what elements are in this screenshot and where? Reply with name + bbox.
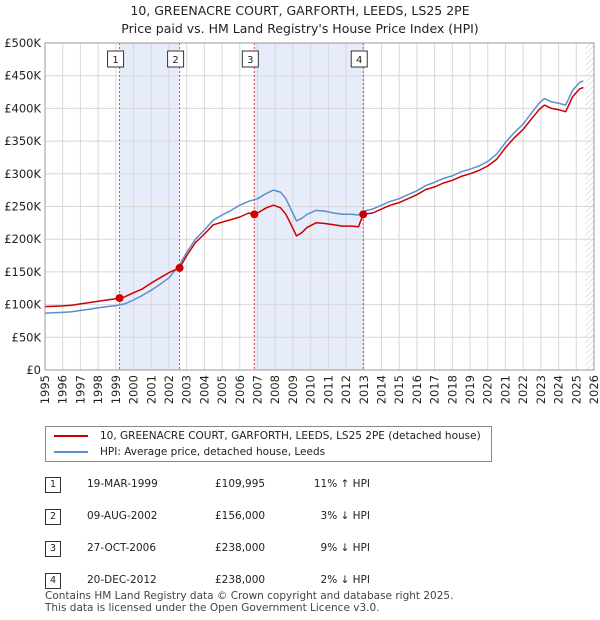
sale-row: 3 27-OCT-2006 £238,000 9% ↓ HPI [45, 541, 405, 561]
footer-attribution: Contains HM Land Registry data © Crown c… [45, 590, 453, 614]
y-tick-label: £300K [4, 167, 41, 181]
y-tick-label: £100K [4, 298, 41, 312]
hpi-series-line [44, 80, 584, 314]
x-tick-label: 2019 [463, 375, 477, 404]
sale-label-box [241, 50, 259, 68]
legend: 10, GREENACRE COURT, GARFORTH, LEEDS, LS… [45, 426, 492, 462]
x-tick-label: 2026 [587, 375, 600, 404]
sale-row: 4 20-DEC-2012 £238,000 2% ↓ HPI [45, 573, 405, 593]
sale-row: 2 09-AUG-2002 £156,000 3% ↓ HPI [45, 509, 405, 529]
x-tick-label: 2016 [410, 375, 424, 404]
sale-price: £238,000 [215, 574, 266, 586]
x-tick-label: 2018 [445, 375, 459, 404]
x-tick-label: 2017 [428, 375, 442, 404]
x-tick-label: 2010 [304, 375, 318, 404]
legend-label-property: 10, GREENACRE COURT, GARFORTH, LEEDS, LS… [100, 430, 481, 442]
sale-label-text: 3 [247, 55, 253, 66]
sale-hpi-diff: 3% ↓ HPI [320, 510, 370, 522]
x-tick-label: 2012 [339, 375, 353, 404]
x-tick-label: 1997 [73, 375, 87, 404]
x-tick-label: 2005 [215, 375, 229, 404]
sale-hpi-diff: 11% ↑ HPI [313, 478, 370, 490]
sale-date: 20-DEC-2012 [87, 574, 157, 586]
x-tick-label: 1995 [38, 375, 52, 404]
x-tick-label: 2024 [552, 375, 566, 404]
x-tick-label: 2015 [392, 375, 406, 404]
sale-label-text: 2 [172, 55, 178, 66]
y-tick-label: £0 [26, 363, 41, 377]
x-tick-label: 2003 [180, 375, 194, 404]
legend-swatch-property [54, 435, 88, 437]
x-tick-label: 2021 [498, 375, 512, 404]
footer-line-licence: This data is licensed under the Open Gov… [45, 602, 380, 614]
y-tick-label: £200K [4, 232, 41, 246]
plot-frame [44, 42, 595, 371]
y-tick-label: £450K [4, 69, 41, 83]
y-tick-label: £500K [4, 36, 41, 50]
y-tick-label: £400K [4, 101, 41, 115]
legend-swatch-hpi [54, 451, 88, 453]
x-tick-label: 2002 [162, 375, 176, 404]
sale-hpi-diff: 2% ↓ HPI [320, 574, 370, 586]
x-tick-label: 1996 [56, 375, 70, 404]
chart-title: 10, GREENACRE COURT, GARFORTH, LEEDS, LS… [130, 3, 470, 18]
legend-item-hpi: HPI: Average price, detached house, Leed… [54, 444, 325, 460]
sale-point [175, 263, 184, 272]
x-tick-label: 2004 [197, 375, 211, 404]
x-tick-label: 2011 [321, 375, 335, 404]
sale-label-text: 1 [112, 55, 118, 66]
sale-label-box [167, 50, 185, 68]
x-tick-label: 2022 [516, 375, 530, 404]
x-tick-label: 2007 [251, 375, 265, 404]
x-tick-label: 2001 [144, 375, 158, 404]
x-tick-label: 2006 [233, 375, 247, 404]
sale-label-box [107, 50, 125, 68]
property-series-line [44, 86, 584, 308]
footer-line-copyright: Contains HM Land Registry data © Crown c… [45, 590, 454, 602]
y-tick-label: £350K [4, 134, 41, 148]
sale-row: 1 19-MAR-1999 £109,995 11% ↑ HPI [45, 477, 405, 497]
x-tick-label: 2008 [268, 375, 282, 404]
x-tick-label: 2009 [286, 375, 300, 404]
x-tick-label: 1999 [109, 375, 123, 404]
x-tick-label: 2014 [374, 375, 388, 404]
y-tick-label: £250K [4, 200, 41, 214]
legend-item-property: 10, GREENACRE COURT, GARFORTH, LEEDS, LS… [54, 428, 481, 444]
x-tick-label: 2013 [357, 375, 371, 404]
sale-date: 19-MAR-1999 [87, 478, 158, 490]
x-tick-label: 2020 [481, 375, 495, 404]
y-tick-label: £50K [12, 330, 42, 344]
sale-number: 1 [45, 477, 61, 493]
sale-label-box [350, 50, 368, 68]
x-tick-label: 1998 [91, 375, 105, 404]
sale-number: 2 [45, 509, 61, 525]
x-tick-label: 2000 [127, 375, 141, 404]
sale-point [250, 210, 259, 219]
sale-hpi-diff: 9% ↓ HPI [320, 542, 370, 554]
chart-title-block: 10, GREENACRE COURT, GARFORTH, LEEDS, LS… [0, 2, 600, 38]
sale-label-text: 4 [356, 55, 362, 66]
y-tick-label: £150K [4, 265, 41, 279]
chart-subtitle: Price paid vs. HM Land Registry's House … [121, 21, 479, 36]
sale-point [359, 210, 368, 219]
legend-label-hpi: HPI: Average price, detached house, Leed… [100, 446, 326, 458]
sale-date: 09-AUG-2002 [87, 510, 158, 522]
sale-price: £109,995 [215, 478, 266, 490]
sale-number: 3 [45, 541, 61, 557]
sale-number: 4 [45, 573, 61, 589]
price-chart: 1 2 3 4 £0 £50K £100K £150K £200K £250K £300K £350K… [4, 36, 600, 404]
x-tick-label: 2023 [534, 375, 548, 404]
x-tick-label: 2025 [569, 375, 583, 404]
sale-date: 27-OCT-2006 [87, 542, 156, 554]
sale-price: £238,000 [215, 542, 266, 554]
sale-price: £156,000 [215, 510, 266, 522]
sale-point [115, 294, 124, 303]
